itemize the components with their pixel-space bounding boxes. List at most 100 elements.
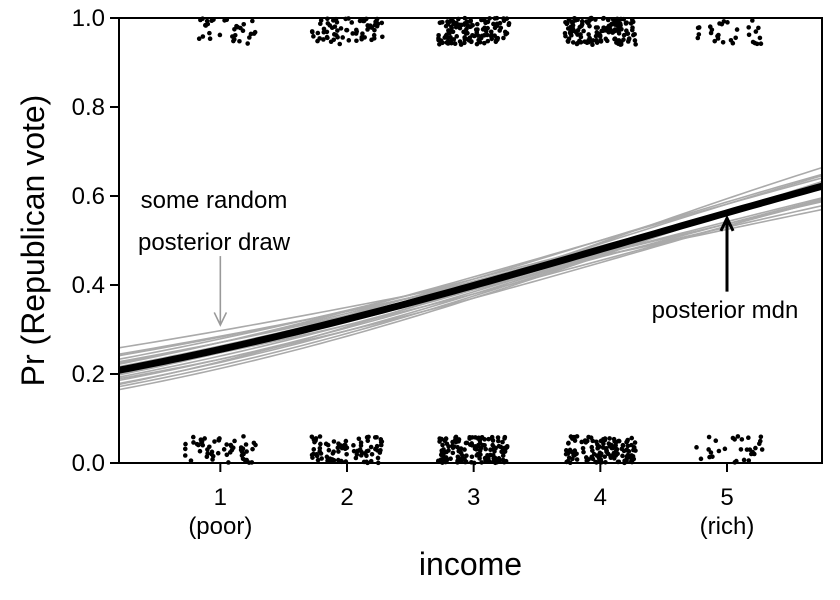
observation-point: [707, 454, 712, 460]
observation-point: [215, 450, 221, 456]
observation-point: [604, 28, 609, 33]
observation-point: [241, 21, 247, 27]
observation-point: [617, 21, 623, 26]
observation-point: [503, 446, 508, 451]
observation-point: [489, 32, 494, 38]
observation-point: [753, 29, 759, 34]
observation-point: [232, 26, 237, 32]
observation-point: [750, 449, 755, 455]
observation-point: [331, 458, 337, 463]
observation-point: [250, 18, 255, 24]
x-tick-sublabel: (rich): [700, 513, 755, 540]
observation-point: [317, 445, 323, 451]
observation-point: [355, 448, 360, 454]
observation-point: [577, 38, 582, 44]
observation-point: [476, 452, 482, 458]
observation-point: [563, 448, 569, 453]
observation-point: [746, 25, 751, 30]
observation-point: [448, 456, 453, 461]
observation-point: [625, 452, 631, 458]
observation-point: [715, 36, 721, 41]
observation-point: [464, 453, 469, 458]
observation-point: [622, 458, 627, 464]
observation-point: [453, 435, 458, 441]
observation-point: [623, 20, 629, 26]
observation-point: [601, 441, 606, 447]
observation-point: [196, 36, 202, 42]
observation-point: [608, 27, 614, 33]
observation-point: [695, 35, 701, 41]
observation-point: [617, 26, 623, 32]
observation-point: [604, 447, 609, 453]
observation-point: [485, 452, 490, 458]
y-tick-label: 0.6: [72, 183, 105, 210]
observation-point: [581, 28, 586, 34]
observation-point: [444, 441, 450, 447]
observation-point: [620, 453, 625, 459]
observation-point: [612, 439, 617, 444]
observation-point: [713, 438, 719, 444]
observation-point: [335, 35, 340, 40]
observation-point: [182, 446, 188, 452]
observation-point: [608, 22, 614, 27]
x-tick-label: 5: [720, 484, 733, 511]
observation-point: [477, 448, 483, 453]
observation-point: [574, 434, 580, 439]
posterior-draw-line-20: [118, 177, 823, 365]
observation-point: [365, 438, 371, 444]
observation-point: [344, 27, 350, 33]
observation-point: [624, 439, 629, 445]
observation-point: [696, 32, 702, 37]
observation-point: [496, 443, 502, 449]
observation-point: [247, 35, 252, 40]
observation-point: [436, 458, 441, 464]
observation-point: [380, 34, 385, 40]
observation-point: [730, 435, 736, 441]
observation-point: [188, 458, 194, 463]
observation-point: [331, 439, 337, 444]
y-tick-label: 0.4: [72, 272, 105, 299]
observation-points: [182, 15, 765, 466]
observation-point: [590, 42, 595, 47]
observation-point: [245, 41, 250, 46]
observation-point: [753, 445, 758, 451]
observation-point: [601, 436, 606, 442]
observation-point: [346, 38, 352, 43]
observation-point: [362, 35, 367, 40]
observation-point: [482, 25, 487, 31]
observation-point: [343, 438, 349, 444]
observation-point: [631, 445, 637, 450]
observation-point: [351, 443, 356, 448]
observation-point: [325, 35, 330, 41]
observation-point: [493, 23, 498, 29]
observation-point: [311, 447, 317, 452]
observation-point: [500, 439, 505, 445]
observation-point: [502, 434, 508, 440]
observation-point: [574, 457, 580, 462]
observation-point: [334, 19, 340, 25]
observation-point: [337, 41, 343, 47]
observation-point: [324, 454, 330, 460]
observation-point: [451, 444, 457, 449]
observation-point: [374, 19, 379, 24]
observation-point: [349, 20, 355, 25]
observation-point: [583, 455, 589, 460]
observation-point: [183, 441, 188, 447]
observation-point: [443, 23, 449, 29]
observation-point: [620, 442, 626, 448]
observation-point: [563, 451, 569, 457]
observation-point: [371, 36, 377, 41]
x-tick-label: 1: [214, 484, 227, 511]
observation-point: [477, 441, 483, 446]
observation-point: [207, 30, 212, 36]
observation-point: [630, 19, 636, 25]
observation-point: [744, 447, 750, 452]
observation-point: [241, 434, 246, 439]
observation-point: [216, 437, 222, 442]
observation-point: [587, 38, 592, 43]
observation-point: [217, 32, 223, 38]
observation-point: [481, 40, 487, 46]
observation-point: [315, 30, 321, 36]
observation-point: [364, 435, 370, 440]
